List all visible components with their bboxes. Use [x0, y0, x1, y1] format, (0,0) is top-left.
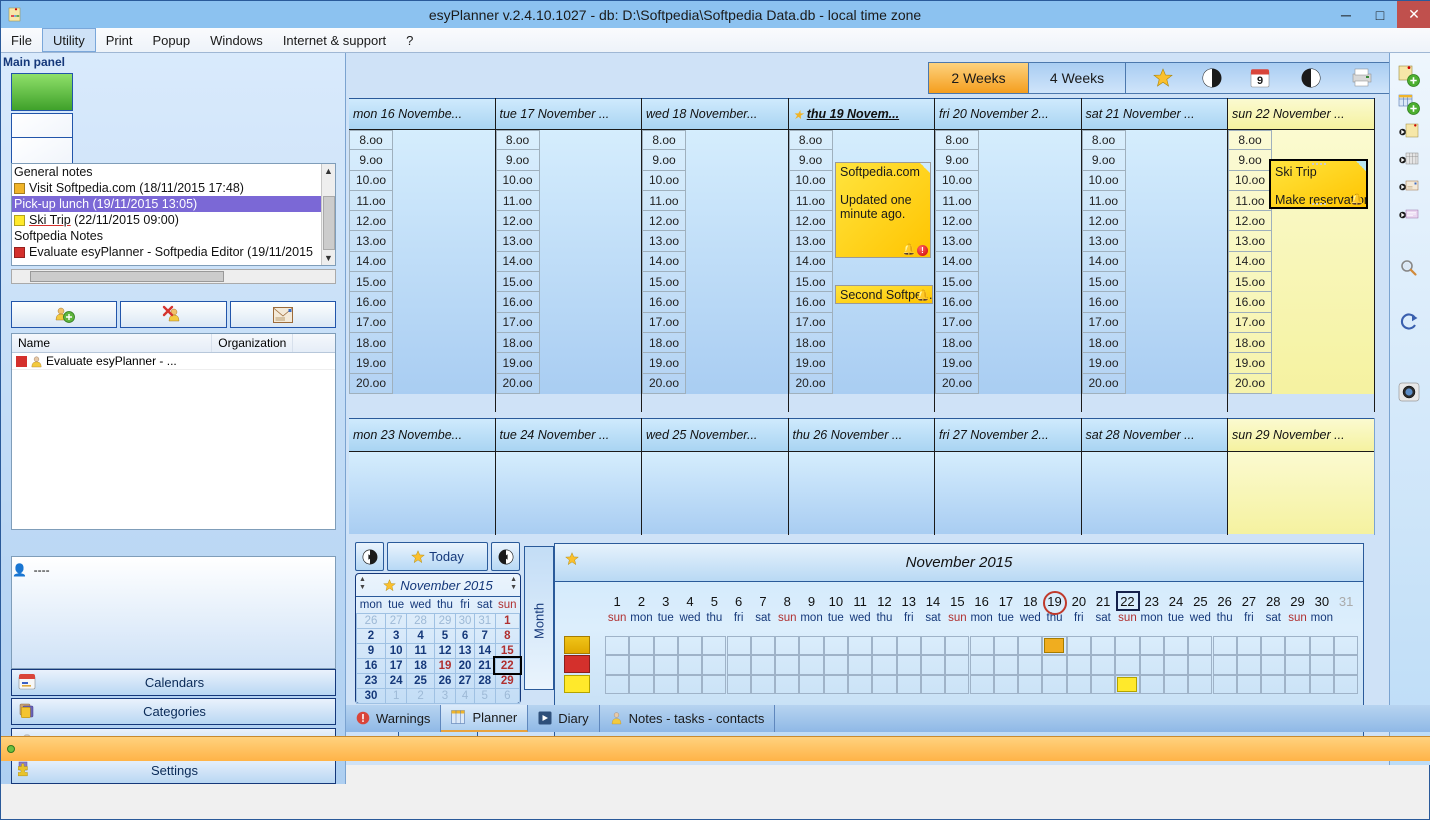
svg-text:9: 9	[1257, 75, 1263, 87]
